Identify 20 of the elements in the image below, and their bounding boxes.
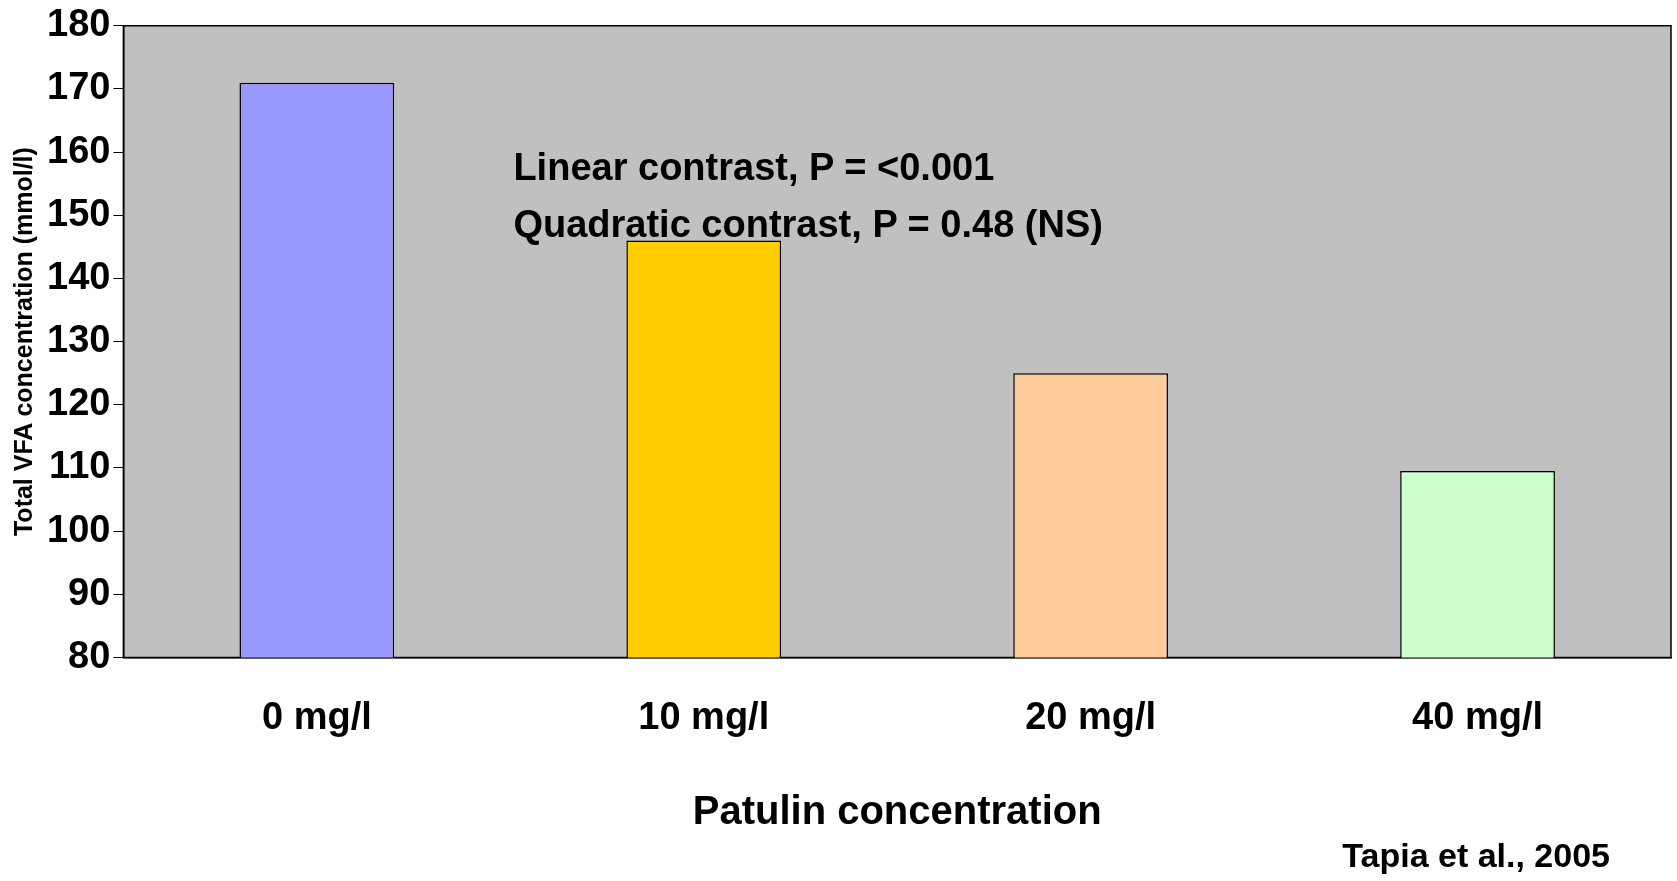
annotation: Quadratic contrast, P = 0.48 (NS) [513,203,1103,246]
y-tick-label: 90 [68,570,111,613]
x-axis-title: Patulin concentration [692,788,1102,833]
y-tick-label: 140 [47,254,111,297]
annotation: Linear contrast, P = <0.001 [513,146,995,189]
y-tick-label: 130 [47,318,111,361]
text: Tapia et al., 2005 [1342,836,1610,875]
x-tick-label: 20 mg/l [1025,694,1157,737]
y-tick-label: 160 [47,128,111,171]
x-tick-label: 10 mg/l [638,694,770,737]
y-tick-label: 170 [47,65,111,108]
y-tick-label: 150 [47,191,111,234]
y-tick-label: 100 [47,507,111,550]
x-tick-label: 40 mg/l [1412,694,1544,737]
y-tick-label: 180 [47,2,111,45]
y-tick-label: 110 [49,444,111,487]
x-tick-label: 0 mg/l [261,694,372,737]
y-axis-title: Total VFA concentration (mmol/l) [8,147,37,537]
y-tick-label: 80 [68,633,111,676]
y-tick-label: 120 [47,381,111,424]
